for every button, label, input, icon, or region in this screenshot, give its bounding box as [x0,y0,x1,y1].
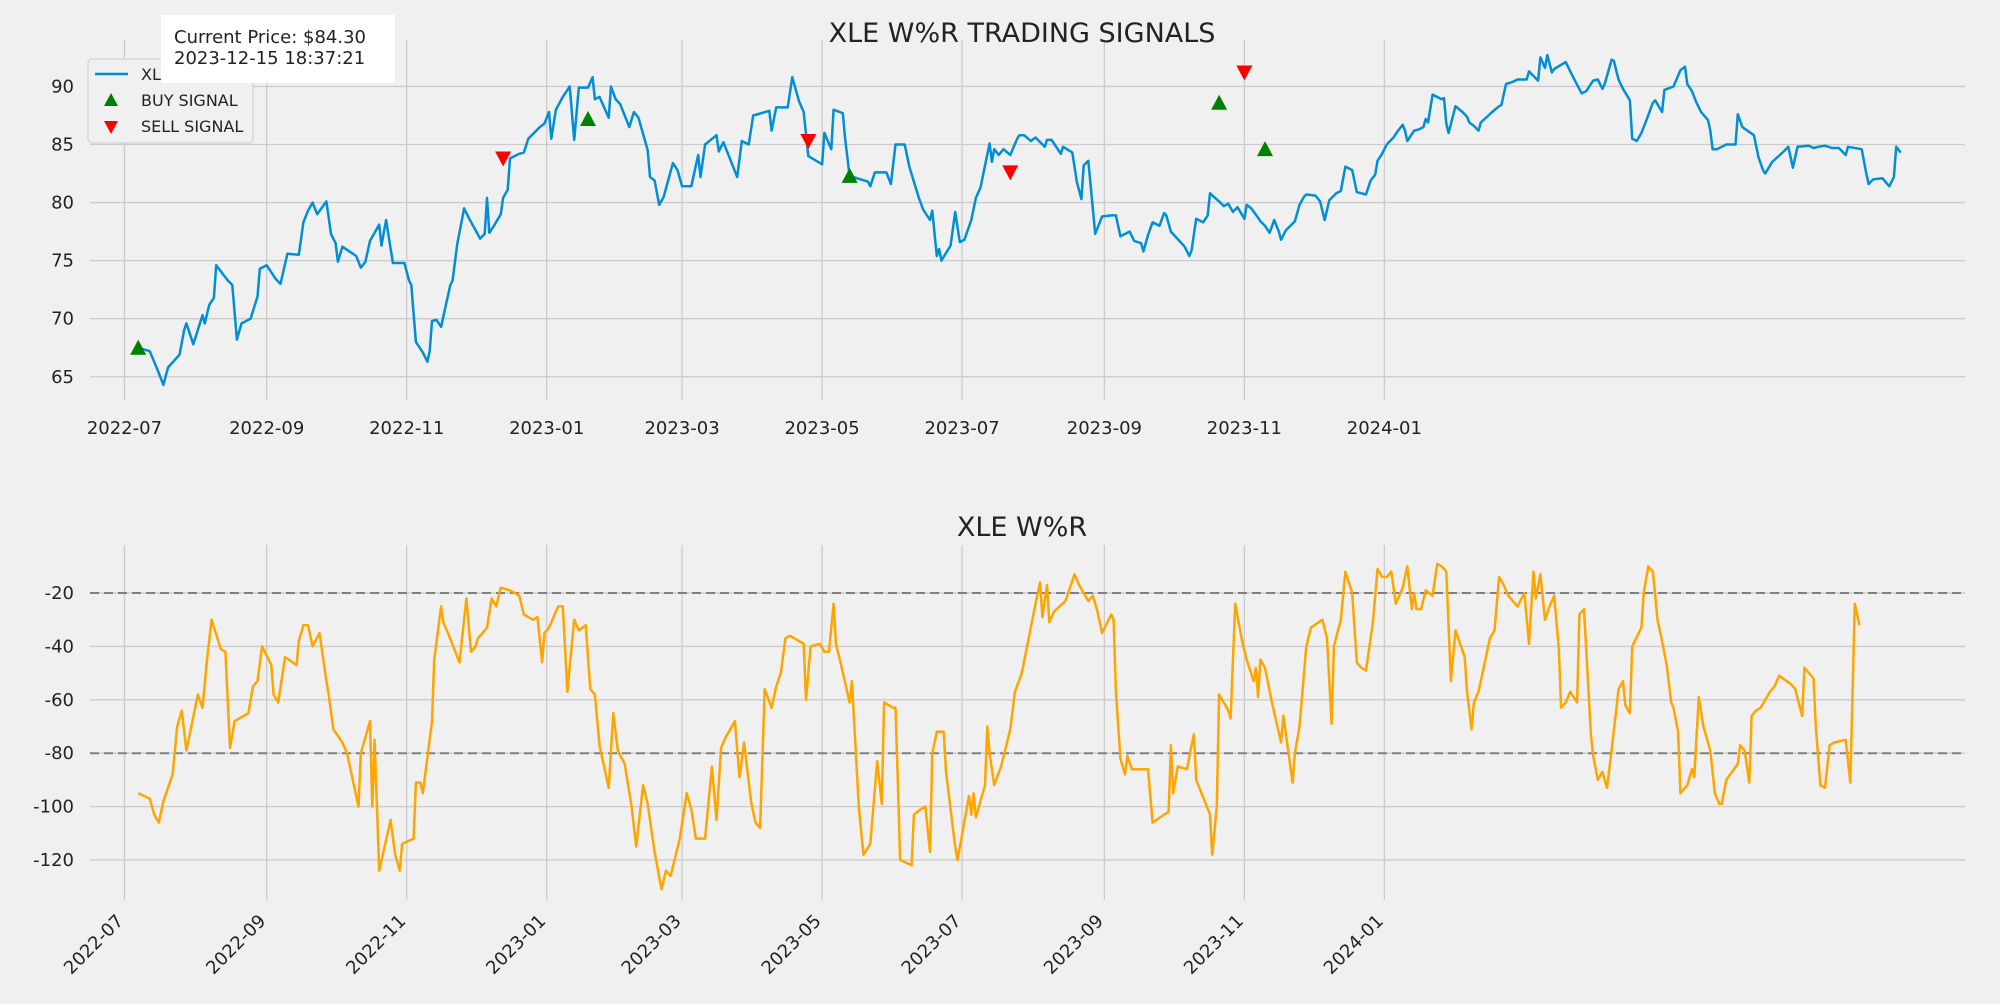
sell-signal-marker [800,134,817,150]
wr-line [137,562,1861,891]
buy-signal-marker [1257,141,1274,157]
y-tick-label: 75 [51,251,74,272]
x-tick-label: 2023-07 [924,418,999,439]
legend-entry-buy: BUY SIGNAL [141,91,238,110]
sell-signal-marker [495,151,512,167]
x-tick-label: 2023-11 [1207,418,1282,439]
x-tick-label: 2022-07 [87,418,162,439]
signal-markers-layer [130,65,1274,355]
price-box-bg [161,15,395,83]
price-series-layer [137,53,1902,387]
y-tick-label: -100 [33,797,74,818]
current-price-text: Current Price: $84.30 [174,27,366,48]
price-axes: 65 70 75 80 85 90 2022-07 2022-09 2022-11 2023-01… [51,76,1422,439]
x-tick-label: 2024-01 [1347,418,1422,439]
x-tick-label: 2023-01 [509,418,584,439]
legend-sell-swatch [104,121,118,134]
wr-chart-title: XLE W%R [957,512,1087,543]
legend-entry-sell: SELL SIGNAL [141,117,243,136]
y-tick-label: -60 [45,690,74,711]
y-tick-label: 65 [51,367,74,388]
xle-price-line [137,53,1902,387]
sell-signal-marker [1002,165,1019,181]
buy-signal-marker [130,339,147,355]
buy-signal-marker [841,167,858,183]
y-tick-label: -20 [45,583,74,604]
x-tick-label: 2022-09 [229,418,304,439]
y-tick-label: -120 [33,850,74,871]
price-timestamp-text: 2023-12-15 18:37:21 [174,48,365,69]
wr-reference-lines [90,592,1965,755]
wr-series-layer [137,562,1861,891]
buy-signal-marker [580,110,597,126]
sell-signal-marker [1236,65,1253,81]
y-tick-label: -80 [45,743,74,764]
current-price-box: Current Price: $84.30 2023-12-15 18:37:2… [161,15,395,83]
x-tick-label: 2023-05 [784,418,859,439]
y-tick-label: 90 [51,76,74,97]
y-tick-label: 70 [51,309,74,330]
legend-buy-swatch [104,93,118,106]
buy-signal-marker [1211,94,1228,110]
x-tick-label: 2023-03 [644,418,719,439]
price-chart-title: XLE W%R TRADING SIGNALS [829,18,1216,49]
x-tick-label: 2023-09 [1067,418,1142,439]
y-tick-label: -40 [45,636,74,657]
price-grid [90,40,1965,400]
y-tick-label: 80 [51,193,74,214]
y-tick-label: 85 [51,135,74,156]
x-tick-label: 2022-11 [369,418,444,439]
